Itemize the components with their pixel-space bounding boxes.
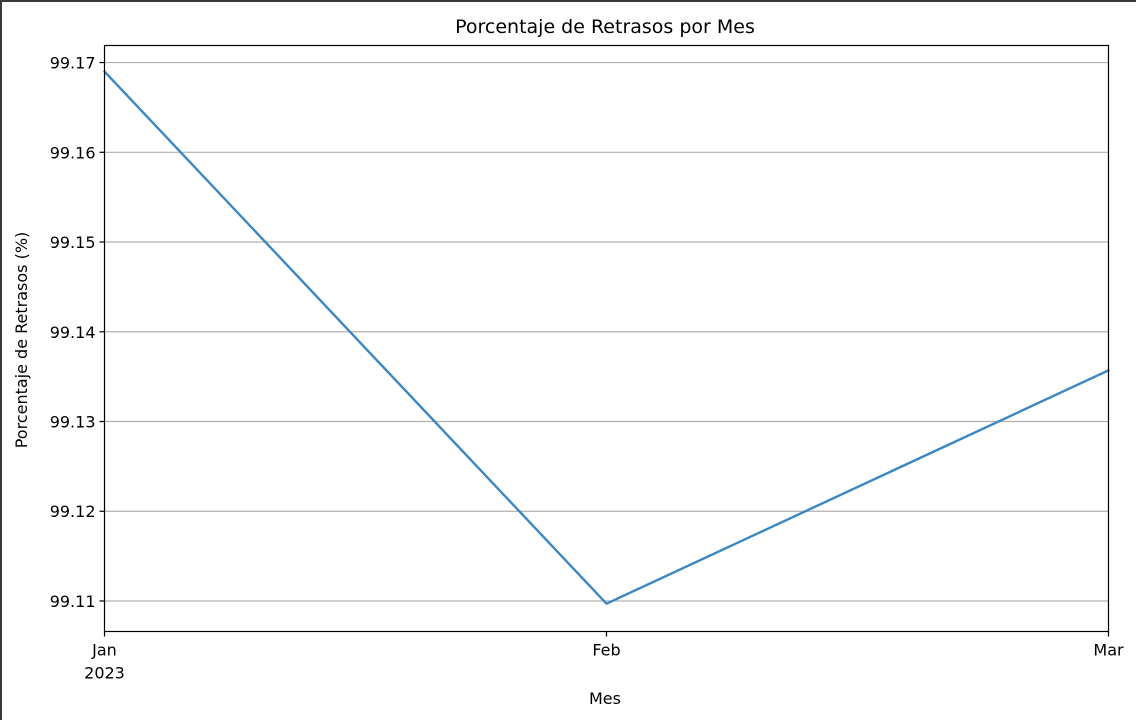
x-tick-year-label-0: 2023 xyxy=(84,664,125,683)
y-tick-label-5: 99.16 xyxy=(50,143,96,162)
y-tick-label-4: 99.15 xyxy=(50,233,96,252)
x-axis-ticks: Jan 2023 Feb Mar xyxy=(84,631,1124,683)
series-line xyxy=(103,70,1110,605)
x-axis-label: Mes xyxy=(589,689,621,708)
plot-frame xyxy=(103,44,1110,633)
x-tick-label-0: Jan xyxy=(91,641,117,660)
y-tick-label-1: 99.12 xyxy=(50,502,96,521)
chart-title: Porcentaje de Retrasos por Mes xyxy=(455,16,755,38)
x-tick-label-2: Mar xyxy=(1093,641,1124,660)
y-tick-label-0: 99.11 xyxy=(50,592,96,611)
y-axis-ticks: 99.11 99.12 99.13 99.14 99.15 99.16 99.17 xyxy=(50,54,105,611)
grid-lines xyxy=(104,61,1109,602)
y-tick-label-6: 99.17 xyxy=(50,54,96,73)
y-tick-label-3: 99.14 xyxy=(50,323,96,342)
y-axis-label: Porcentaje de Retrasos (%) xyxy=(12,232,31,449)
x-tick-label-1: Feb xyxy=(592,641,620,660)
y-tick-label-2: 99.13 xyxy=(50,413,96,432)
